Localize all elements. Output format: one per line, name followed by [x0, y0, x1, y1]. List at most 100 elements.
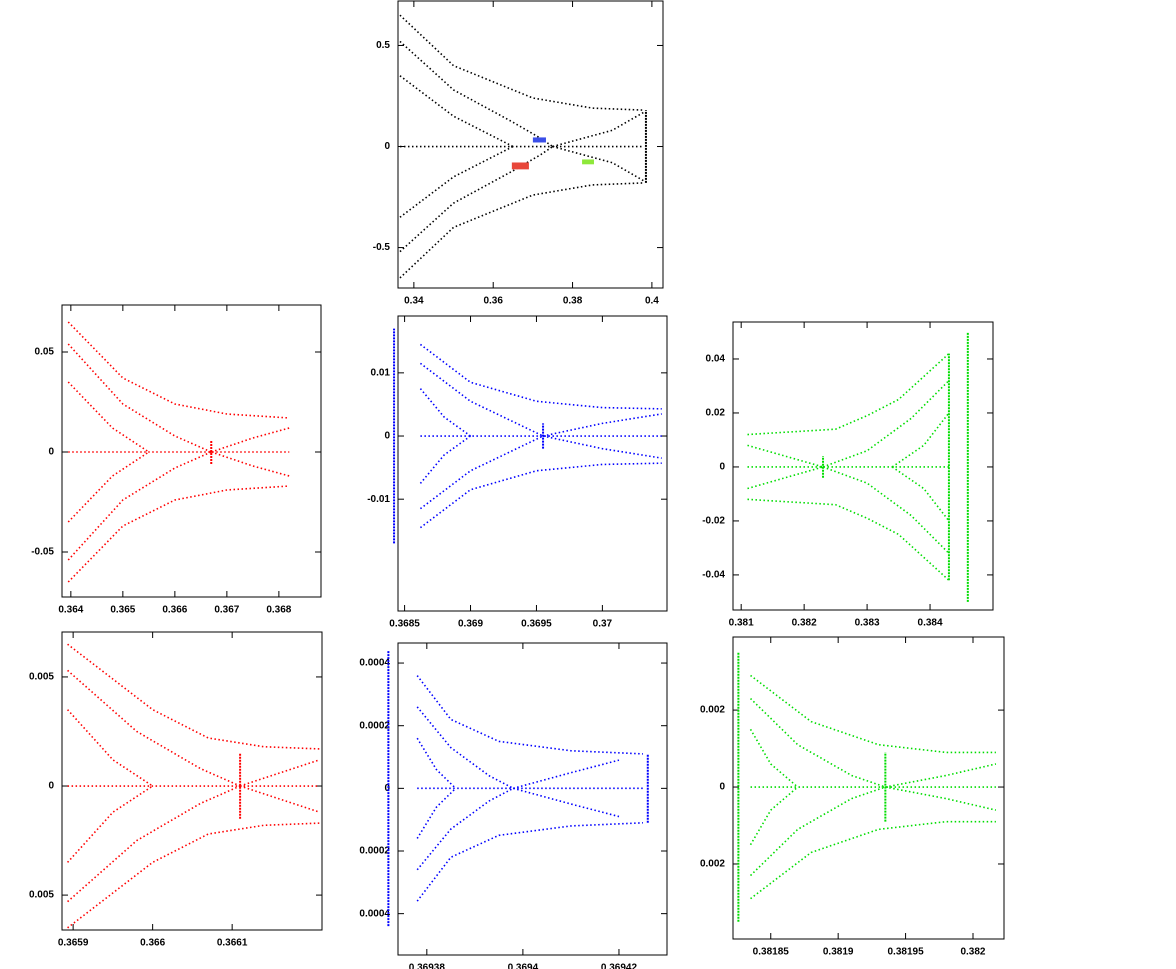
- x-tick-label: 0.3659: [58, 938, 89, 949]
- plot-frame: [61, 631, 323, 931]
- point-series: [416, 787, 457, 839]
- point-series: [399, 14, 644, 111]
- x-tick-label: 0.365: [110, 605, 135, 616]
- y-tick-label: 0.0002: [359, 846, 390, 857]
- y-tick-label: 0: [384, 431, 390, 442]
- x-tick-label: 0.382: [792, 618, 817, 629]
- y-tick-label: 0.0004: [359, 658, 390, 669]
- point-series: [211, 427, 290, 453]
- zoom-region: [582, 159, 594, 165]
- x-tick-label: 0.381: [729, 618, 754, 629]
- point-series: [885, 763, 997, 788]
- y-tick-label: 0.0002: [359, 720, 390, 731]
- point-series: [885, 786, 997, 811]
- point-series: [67, 343, 212, 453]
- y-tick-label: -0.05: [31, 547, 54, 558]
- point-series: [513, 759, 620, 790]
- panel: 0.38185 0.3819 0.38195 0.382 0.002 0 0.002: [700, 636, 1005, 958]
- x-tick-label: 0.384: [918, 618, 943, 629]
- point-series: [416, 675, 644, 755]
- point-series: [211, 451, 290, 477]
- point-series: [239, 785, 320, 813]
- x-tick-label: 0.367: [214, 605, 239, 616]
- point-series: [542, 413, 662, 437]
- y-tick-label: 0.005: [29, 890, 54, 901]
- point-series: [67, 669, 241, 787]
- point-series: [419, 435, 544, 510]
- point-series: [513, 787, 620, 818]
- y-tick-label: 0: [719, 782, 725, 793]
- panel: 0.34 0.36 0.38 0.4 -0.5 0 0.5: [373, 0, 664, 307]
- y-tick-label: 0.5: [376, 40, 390, 51]
- point-series: [419, 435, 471, 484]
- x-tick-label: 0.4: [645, 296, 659, 307]
- point-series: [419, 462, 662, 529]
- point-series: [419, 362, 544, 437]
- point-series: [419, 343, 662, 410]
- x-tick-label: 0.3819: [823, 947, 854, 958]
- x-tick-label: 0.36: [483, 296, 503, 307]
- point-series: [67, 822, 320, 929]
- point-series: [749, 786, 886, 877]
- x-tick-label: 0.36942: [601, 963, 638, 969]
- point-series: [747, 444, 824, 468]
- x-tick-label: 0.34: [404, 296, 424, 307]
- point-series: [749, 786, 799, 846]
- y-tick-label: 0.02: [706, 408, 726, 419]
- panel: 0.3659 0.366 0.3661 0.005 0 0.005: [29, 631, 323, 949]
- x-tick-label: 0.364: [58, 605, 83, 616]
- x-tick-label: 0.37: [593, 619, 613, 630]
- point-series: [67, 785, 241, 903]
- point-series: [399, 75, 514, 148]
- point-series: [749, 728, 799, 788]
- y-tick-label: -0.5: [373, 242, 391, 253]
- point-series: [66, 709, 154, 787]
- point-series: [416, 737, 457, 789]
- point-series: [747, 466, 824, 490]
- y-tick-label: 0.01: [371, 367, 391, 378]
- x-tick-label: 0.383: [855, 618, 880, 629]
- plot-frame: [732, 636, 1005, 940]
- panel: 0.36938 0.3694 0.36942 0.0004 0.0002 0 0.0002 0…: [359, 642, 668, 969]
- point-series: [747, 352, 950, 436]
- y-tick-label: 0.002: [700, 859, 725, 870]
- panel: 0.3685 0.369 0.3695 0.37 -0.01 0 0.01: [367, 315, 668, 630]
- point-series: [416, 822, 644, 902]
- y-tick-label: 0.0004: [359, 908, 390, 919]
- x-tick-label: 0.36938: [409, 963, 446, 969]
- point-series: [822, 380, 950, 468]
- point-series: [399, 145, 554, 253]
- x-tick-label: 0.366: [162, 605, 187, 616]
- panel: 0.364 0.365 0.366 0.367 0.368 -0.05 0 0.05: [31, 304, 322, 616]
- y-tick-label: 0.05: [35, 347, 55, 358]
- point-series: [399, 145, 514, 218]
- point-series: [67, 643, 320, 750]
- x-tick-label: 0.3685: [389, 619, 420, 630]
- x-tick-label: 0.366: [140, 938, 165, 949]
- plot-frame: [397, 315, 668, 612]
- point-series: [67, 451, 212, 561]
- panel: 0.381 0.382 0.383 0.384 -0.04 -0.02 0 0.02 0.04: [702, 321, 994, 629]
- zoom-region: [511, 162, 529, 170]
- point-series: [67, 381, 150, 453]
- y-tick-label: 0.005: [29, 672, 54, 683]
- y-tick-label: 0: [384, 141, 390, 152]
- point-series: [416, 787, 514, 871]
- y-tick-label: -0.02: [702, 516, 725, 527]
- x-tick-label: 0.3661: [217, 938, 248, 949]
- point-series: [750, 674, 996, 754]
- point-series: [822, 466, 950, 554]
- y-tick-label: 0.04: [706, 354, 726, 365]
- point-series: [67, 451, 150, 523]
- point-series: [67, 321, 290, 419]
- x-tick-label: 0.369: [458, 619, 483, 630]
- y-tick-label: 0: [384, 783, 390, 794]
- plot-frame: [397, 0, 664, 289]
- x-tick-label: 0.3694: [508, 963, 539, 969]
- point-series: [891, 466, 950, 522]
- x-tick-label: 0.38195: [887, 947, 924, 958]
- point-series: [747, 498, 950, 581]
- point-series: [542, 435, 662, 459]
- x-tick-label: 0.3695: [521, 619, 552, 630]
- y-tick-label: 0.002: [700, 705, 725, 716]
